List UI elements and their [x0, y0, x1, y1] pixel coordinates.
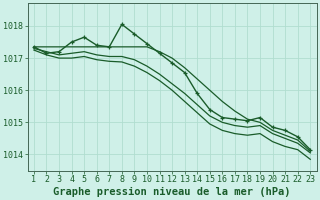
X-axis label: Graphe pression niveau de la mer (hPa): Graphe pression niveau de la mer (hPa)	[53, 186, 291, 197]
